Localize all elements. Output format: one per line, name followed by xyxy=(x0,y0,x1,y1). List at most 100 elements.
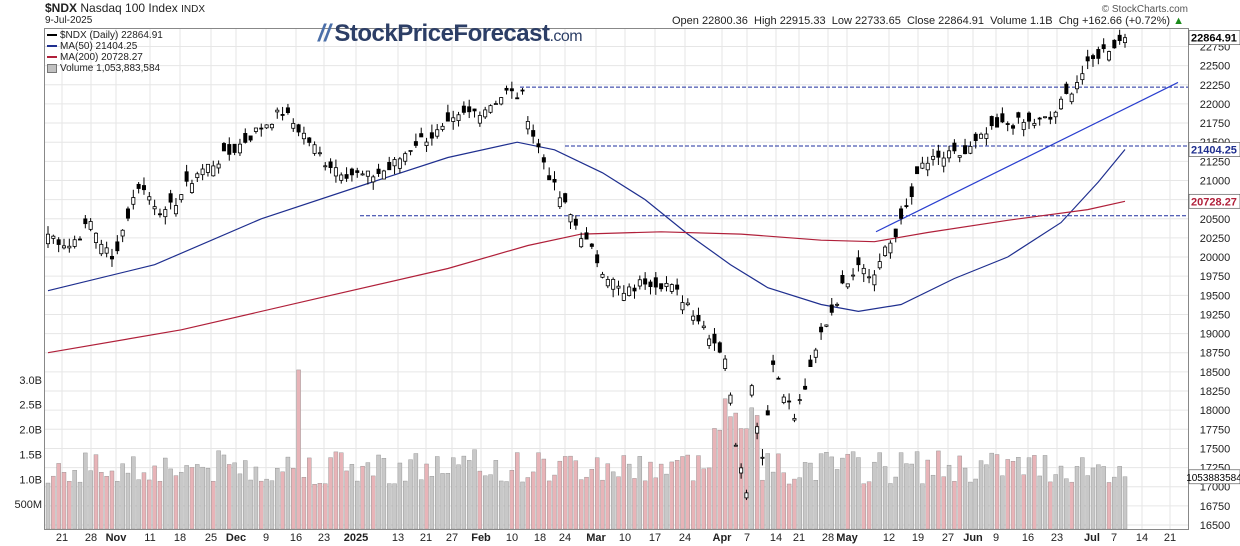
volume-bar xyxy=(264,478,269,530)
candle-body xyxy=(157,213,162,216)
y-tick-label: 19750 xyxy=(1200,271,1231,283)
volume-bar xyxy=(626,463,632,530)
candle-body xyxy=(627,286,632,296)
candle-body xyxy=(333,167,338,177)
candle-body xyxy=(1091,55,1096,59)
y-tick-label: 22000 xyxy=(1200,99,1231,111)
volume-bar xyxy=(189,467,195,530)
volume-tick-label: 1.0B xyxy=(19,474,42,486)
candle-body xyxy=(61,245,66,249)
candle-body xyxy=(925,162,930,171)
volume-bar xyxy=(536,452,541,530)
volume-bar xyxy=(632,478,637,530)
volume-bar xyxy=(504,481,509,530)
candle-body xyxy=(72,239,77,247)
candle-body xyxy=(99,243,104,255)
candle-body xyxy=(504,87,509,91)
volume-bar xyxy=(216,450,221,530)
volume-bar xyxy=(893,476,898,530)
volume-bar xyxy=(141,472,147,530)
candle-body xyxy=(755,426,760,434)
y-tick-label: 22250 xyxy=(1200,80,1231,92)
volume-bar xyxy=(936,450,941,530)
volume-bar xyxy=(301,477,307,530)
volume-bar xyxy=(1042,455,1048,530)
candle-body xyxy=(243,133,248,143)
volume-tick-label: 500M xyxy=(14,499,42,511)
candle-body xyxy=(467,106,472,113)
x-tick-label: Jun xyxy=(963,532,983,544)
volume-bar xyxy=(333,451,339,530)
candle-body xyxy=(765,410,770,416)
candle-body xyxy=(776,377,781,380)
volume-bar xyxy=(1032,455,1037,530)
low-value: 22733.65 xyxy=(854,15,901,27)
grid-lines xyxy=(45,29,1188,529)
volume-bar xyxy=(200,466,205,530)
candle-body xyxy=(568,214,573,223)
candle-body xyxy=(435,129,440,137)
volume-bar xyxy=(989,452,994,530)
volume-bar xyxy=(813,480,818,530)
volume-bar xyxy=(1058,465,1064,530)
volume-value: 1.1B xyxy=(1029,15,1053,27)
candle-body xyxy=(1064,83,1069,94)
volume-bar xyxy=(1064,478,1069,530)
volume-bar xyxy=(589,469,595,530)
x-tick-label: May xyxy=(836,532,858,544)
volume-bar xyxy=(291,468,296,530)
volume-bar xyxy=(424,463,429,530)
candle-body xyxy=(1075,82,1080,90)
candle-body xyxy=(669,284,674,292)
volume-bar xyxy=(477,470,483,530)
candle-body xyxy=(605,279,610,287)
candle-body xyxy=(141,185,146,191)
volume-bar xyxy=(685,454,691,530)
x-tick-label: Dec xyxy=(226,532,246,544)
volume-bar xyxy=(770,471,776,530)
x-tick-label: 12 xyxy=(883,532,895,544)
volume-bar xyxy=(658,463,664,530)
volume-bar xyxy=(994,454,1000,530)
volume-bar xyxy=(1112,476,1117,530)
x-tick-label: 16 xyxy=(1022,532,1034,544)
volume-bar xyxy=(147,479,152,530)
candle-body xyxy=(952,142,957,152)
volume-bar xyxy=(83,452,88,530)
candle-body xyxy=(781,396,786,403)
volume-bar xyxy=(173,475,179,530)
x-tick-label: 28 xyxy=(822,532,834,544)
candle-body xyxy=(947,150,952,159)
candle-body xyxy=(248,135,253,141)
y-tick-label: 21250 xyxy=(1200,156,1231,168)
volume-bar xyxy=(355,480,360,530)
candle-body xyxy=(1032,123,1037,126)
candle-body xyxy=(328,161,333,168)
volume-bar xyxy=(120,463,125,530)
candle-body xyxy=(557,197,562,208)
volume-bar xyxy=(248,479,253,530)
volume-bar xyxy=(243,460,248,530)
volume-bar xyxy=(1016,457,1021,530)
candle-body xyxy=(152,206,157,210)
candle-body xyxy=(829,304,834,313)
candle-body xyxy=(1027,112,1032,122)
volume-bar xyxy=(541,458,547,530)
volume-bar xyxy=(381,458,387,530)
candle-body xyxy=(520,89,525,92)
candle-body xyxy=(701,325,706,329)
high-value: 22915.33 xyxy=(779,15,826,27)
y-tick-label: 18000 xyxy=(1200,405,1231,417)
volume-bar xyxy=(760,479,765,530)
candle-body xyxy=(1101,44,1106,50)
trendline xyxy=(875,81,1179,233)
volume-bar xyxy=(317,483,323,530)
candle-body xyxy=(51,235,56,239)
candle-body xyxy=(461,105,466,113)
volume-bar xyxy=(653,477,659,530)
candle-body xyxy=(760,456,765,459)
candle-body xyxy=(515,97,520,100)
x-tick-label: Feb xyxy=(471,532,491,544)
volume-bar xyxy=(941,476,946,530)
volume-bar xyxy=(872,461,877,530)
